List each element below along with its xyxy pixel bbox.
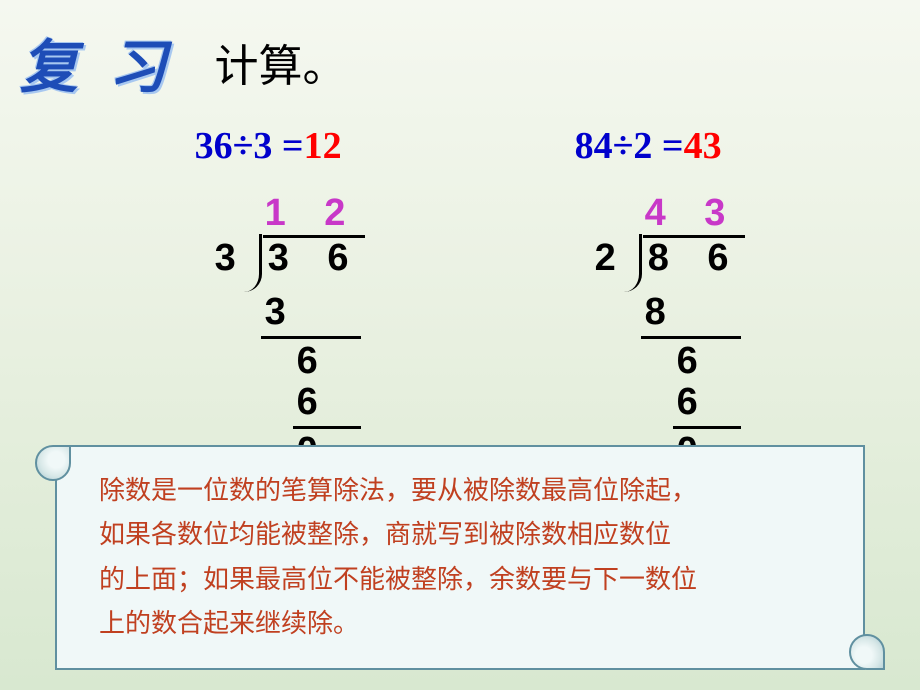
note-line-1: 除数是一位数的笔算除法，要从被除数最高位除起， [99,469,821,513]
note-content: 除数是一位数的笔算除法，要从被除数最高位除起， 如果各数位均能被整除，商就写到被… [55,445,865,670]
rule-1b [293,426,361,429]
bracket-2 [620,234,642,292]
note-line-4: 上的数合起来继续除。 [99,602,821,646]
rule-2b [673,426,741,429]
quotient-1: 1 2 [263,193,366,238]
scroll-curl-br [849,634,885,670]
equation-1-left: 36÷3 = [195,125,304,167]
equation-1-result: 12 [304,125,342,167]
scroll-curl-tl [35,445,71,481]
step2-1: 6 [297,382,366,424]
note-line-3: 的上面；如果最高位不能被整除，余数要与下一数位 [99,558,821,602]
note-scroll: 除数是一位数的笔算除法，要从被除数最高位除起， 如果各数位均能被整除，商就写到被… [55,445,865,670]
step2-2: 6 [677,382,746,424]
note-line-2: 如果各数位均能被整除，商就写到被除数相应数位 [99,513,821,557]
instruction: 计算。 [215,30,347,94]
dividend-2: 8 6 [642,238,743,280]
bring1-1: 6 [297,341,366,383]
problem-1: 36÷3 =12 1 2 3 3 6 3 6 6 0 [175,124,366,473]
equation-1: 36÷3 =12 [195,124,366,168]
rule-1a [261,336,361,339]
divisor-2: 2 [595,238,620,280]
rule-2a [641,336,741,339]
equation-2-left: 84÷2 = [575,125,684,167]
longdiv-1: 1 2 3 3 6 3 6 6 0 [215,193,366,473]
quotient-2: 4 3 [643,193,746,238]
problem-2: 84÷2 =43 4 3 2 8 6 8 6 6 0 [555,124,746,473]
equation-2-result: 43 [684,125,722,167]
step1-1: 3 [265,292,366,334]
divisor-1: 3 [215,238,240,280]
header: 复 习 计算。 [0,0,920,114]
longdiv-2: 4 3 2 8 6 8 6 6 0 [595,193,746,473]
dividend-1: 3 6 [262,238,363,280]
problems-row: 36÷3 =12 1 2 3 3 6 3 6 6 0 84÷2 =43 4 3 [0,124,920,473]
bring1-2: 6 [677,341,746,383]
equation-2: 84÷2 =43 [575,124,746,168]
bracket-1 [240,234,262,292]
review-title: 复 习 [20,20,175,104]
step1-2: 8 [645,292,746,334]
